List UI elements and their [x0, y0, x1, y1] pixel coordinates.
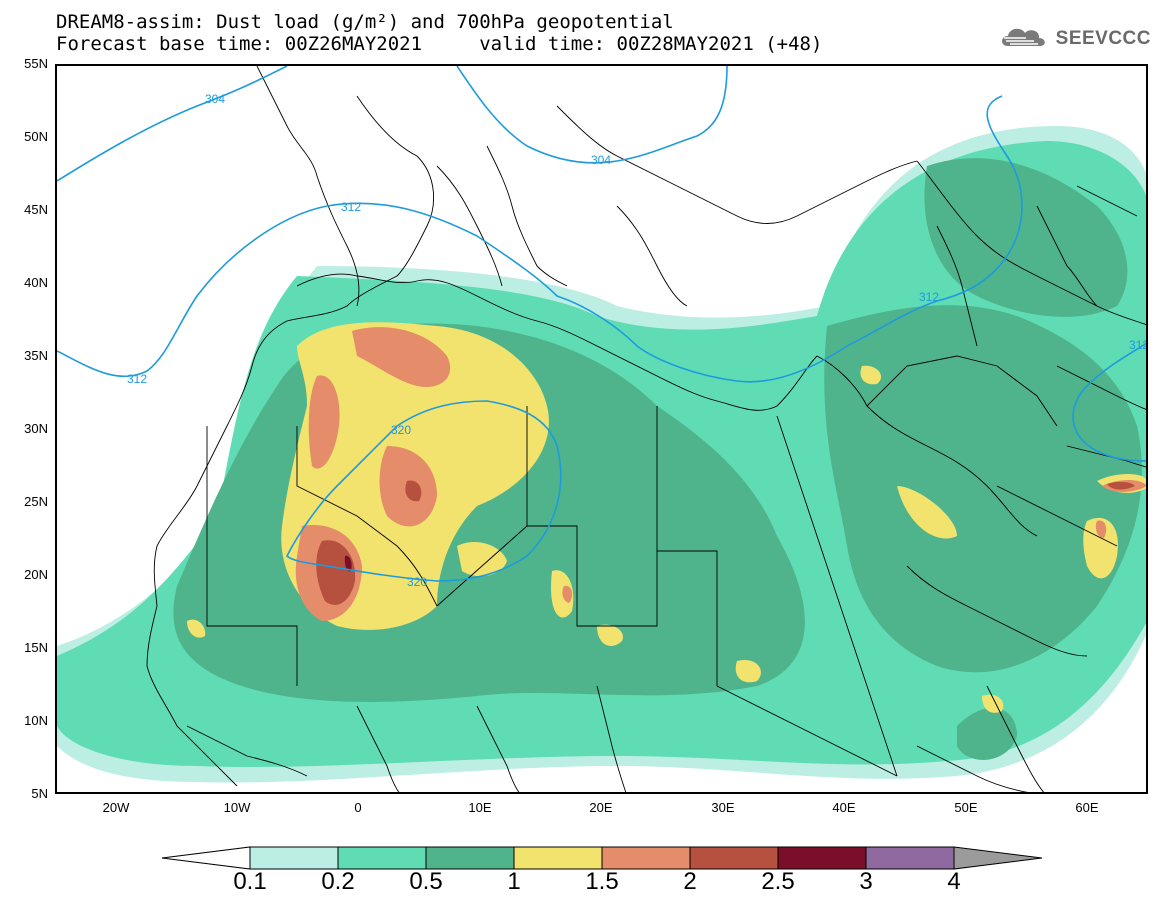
lon-tick-label: 40E	[832, 800, 856, 815]
contour-label: 312	[127, 372, 147, 386]
contour-label: 304	[205, 92, 225, 106]
contour-label: 304	[591, 153, 611, 167]
colorbar-level-label: 4	[947, 868, 961, 895]
lat-tick-label: 15N	[24, 640, 48, 655]
lat-tick-label: 35N	[24, 348, 48, 363]
lat-tick-label: 50N	[24, 129, 48, 144]
lon-tick-label: 10E	[468, 800, 492, 815]
colorbar-cell	[689, 846, 779, 870]
map-subtitle: Forecast base time: 00Z26MAY2021 valid t…	[56, 33, 823, 55]
colorbar-over-triangle	[953, 846, 1043, 870]
lon-tick-label: 60E	[1075, 800, 1099, 815]
colorbar	[161, 846, 1043, 870]
contour-labels: 304 304 312 312 312 312 320 320	[127, 92, 1148, 589]
colorbar-cell	[249, 846, 339, 870]
colorbar-cell	[777, 846, 867, 870]
lon-tick-label: 0	[354, 800, 362, 815]
lon-tick-label: 20E	[589, 800, 613, 815]
colorbar-level-label: 0.5	[409, 868, 443, 895]
colorbar-level-label: 2	[683, 868, 697, 895]
logo-text: SEEVCCC	[1055, 28, 1151, 49]
contour-label: 320	[391, 423, 411, 437]
geopotential-contours	[57, 66, 1146, 582]
lat-tick-label: 40N	[24, 275, 48, 290]
colorbar-cell	[337, 846, 427, 870]
colorbar-level-label: 1	[507, 868, 521, 895]
contour-label: 312	[1129, 338, 1148, 352]
contour-label: 320	[407, 575, 427, 589]
country-borders	[146, 66, 1146, 792]
colorbar-cell	[865, 846, 955, 870]
lat-tick-label: 10N	[24, 713, 48, 728]
lon-tick-label: 30E	[711, 800, 735, 815]
lat-tick-label: 30N	[24, 421, 48, 436]
contour-label: 312	[341, 200, 361, 214]
lat-tick-label: 25N	[24, 494, 48, 509]
lon-tick-label: 20W	[102, 800, 130, 815]
seevccc-logo: SEEVCCC	[996, 24, 1151, 54]
lat-tick-label: 20N	[24, 567, 48, 582]
colorbar-under-triangle	[161, 846, 251, 870]
lon-tick-label: 10W	[223, 800, 251, 815]
lat-tick-label: 5N	[31, 786, 48, 801]
colorbar-level-label: 2.5	[761, 868, 795, 895]
contour-label: 312	[919, 290, 939, 304]
colorbar-level-label: 0.1	[233, 868, 267, 895]
colorbar-level-label: 3	[859, 868, 873, 895]
colorbar-cell	[513, 846, 603, 870]
map-title: DREAM8-assim: Dust load (g/m²) and 700hP…	[56, 11, 674, 33]
lon-tick-label: 50E	[954, 800, 978, 815]
dust-load-fill	[57, 126, 1146, 783]
lat-tick-label: 45N	[24, 202, 48, 217]
dust-map: 304 304 312 312 312 312 320 320	[55, 64, 1148, 794]
colorbar-level-label: 0.2	[321, 868, 355, 895]
lat-tick-label: 55N	[24, 56, 48, 71]
colorbar-cell	[425, 846, 515, 870]
colorbar-cell	[601, 846, 691, 870]
cloud-icon	[1001, 28, 1045, 46]
colorbar-level-label: 1.5	[585, 868, 619, 895]
